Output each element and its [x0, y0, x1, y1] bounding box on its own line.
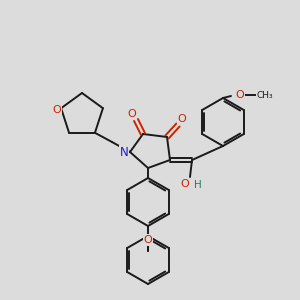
- Text: O: O: [236, 90, 244, 100]
- Text: O: O: [181, 179, 189, 189]
- Text: H: H: [194, 180, 202, 190]
- Text: CH₃: CH₃: [257, 91, 273, 100]
- Text: O: O: [178, 114, 186, 124]
- Text: O: O: [144, 235, 152, 245]
- Text: N: N: [120, 146, 128, 158]
- Text: O: O: [53, 105, 62, 115]
- Text: O: O: [128, 109, 136, 119]
